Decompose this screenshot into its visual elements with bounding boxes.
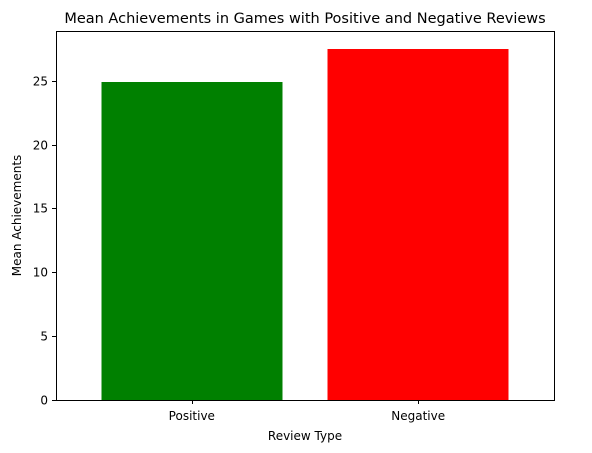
y-tick-label: 15: [33, 202, 48, 216]
bar-negative: [327, 48, 509, 401]
plot-area-frame: [56, 31, 555, 401]
y-tick-label: 20: [33, 139, 48, 153]
bars-group: [101, 48, 509, 401]
x-axis-ticks: Positive Negative: [169, 400, 445, 423]
y-tick-label: 5: [40, 330, 48, 344]
chart-title: Mean Achievements in Games with Positive…: [64, 11, 545, 27]
y-axis-label: Mean Achievements: [10, 155, 24, 277]
y-axis-ticks: 0 5 10 15 20 25: [33, 75, 56, 408]
y-tick-label: 0: [40, 394, 48, 408]
x-axis-label: Review Type: [268, 429, 342, 443]
y-tick-label: 10: [33, 266, 48, 280]
y-tick-label: 25: [33, 75, 48, 89]
x-tick-label: Positive: [169, 409, 215, 423]
bar-positive: [101, 82, 283, 400]
x-tick-label: Negative: [391, 409, 445, 423]
